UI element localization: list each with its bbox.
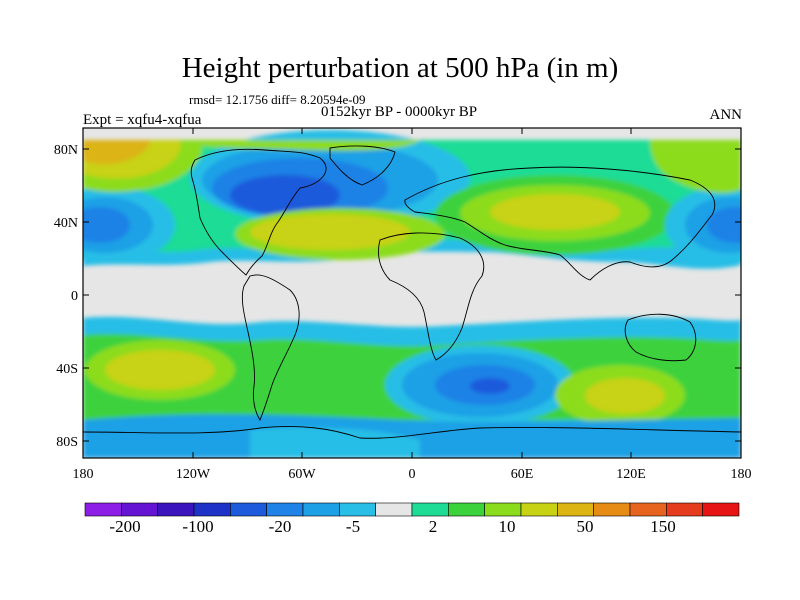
colorbar-swatch [339, 502, 376, 517]
colorbar-swatch [266, 502, 304, 517]
colorbar-swatch [411, 502, 449, 517]
lat-label-80s: 80S [56, 435, 78, 450]
colorbar-label: -20 [268, 517, 292, 536]
lon-label-120w: 120W [176, 467, 211, 482]
colorbar-swatch [121, 502, 158, 517]
lon-label-180e: 180 [731, 467, 752, 482]
rmsd-stats: rmsd= 12.1756 diff= 8.20594e-09 [189, 92, 366, 107]
season-label: ANN [709, 107, 743, 123]
lat-label-40s: 40S [56, 362, 78, 377]
lat-label-40n: 40N [54, 216, 78, 231]
colorbar [84, 502, 740, 517]
colorbar-swatch [557, 502, 594, 517]
colorbar-swatch [230, 502, 267, 517]
colorbar-swatch [484, 502, 522, 517]
lat-label-80n: 80N [54, 143, 78, 158]
contour-fill-layer [83, 128, 741, 458]
map-title: Height perturbation at 500 hPa (in m) [181, 52, 619, 84]
experiment-label: Expt = xqfu4-xqfua [83, 112, 202, 128]
colorbar-label: 2 [428, 517, 438, 536]
colorbar-swatch [84, 502, 122, 517]
colorbar-swatch [666, 502, 703, 517]
coastlines [83, 145, 741, 439]
colorbar-swatch [157, 502, 195, 517]
colorbar-swatch [302, 502, 340, 517]
time-period-label: 0152kyr BP - 0000kyr BP [321, 104, 478, 120]
colorbar-label: 10 [498, 517, 516, 536]
lon-label-60e: 60E [511, 467, 534, 482]
lat-label-0: 0 [71, 289, 78, 304]
colorbar-swatch [193, 502, 231, 517]
colorbar-swatch [593, 502, 631, 517]
colorbar-swatch [375, 502, 413, 517]
colorbar-label: 150 [650, 517, 676, 536]
colorbar-swatch [629, 502, 667, 517]
lon-label-0: 0 [409, 467, 416, 482]
colorbar-label: -200 [109, 517, 141, 536]
colorbar-swatch [702, 502, 740, 517]
colorbar-label: 50 [576, 517, 594, 536]
colorbar-swatch [520, 502, 558, 517]
lon-label-60w: 60W [288, 467, 316, 482]
colorbar-label: -100 [182, 517, 214, 536]
colorbar-swatch [448, 502, 485, 517]
lon-label-180w: 180 [73, 467, 94, 482]
lon-label-120e: 120E [616, 467, 646, 482]
colorbar-label: -5 [345, 517, 361, 536]
